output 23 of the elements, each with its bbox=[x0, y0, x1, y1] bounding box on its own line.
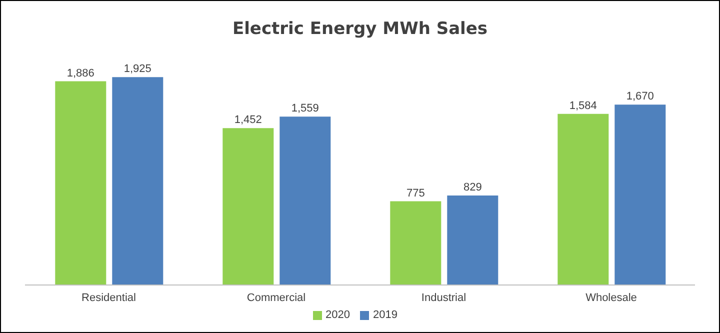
bar bbox=[280, 116, 331, 285]
legend-label: 2019 bbox=[373, 309, 398, 321]
x-tick-label: Commercial bbox=[246, 292, 306, 304]
data-label: 829 bbox=[463, 181, 482, 194]
data-label: 1,452 bbox=[234, 114, 262, 126]
bar bbox=[390, 201, 442, 285]
data-label: 1,584 bbox=[569, 100, 597, 112]
data-label: 1,670 bbox=[626, 90, 654, 103]
data-label: 1,886 bbox=[66, 67, 94, 80]
bar bbox=[112, 77, 164, 285]
x-tick-label: Wholesale bbox=[586, 292, 637, 304]
data-label: 775 bbox=[406, 187, 425, 200]
chart-title: Electric Energy MWh Sales bbox=[231, 19, 489, 39]
bar bbox=[55, 81, 106, 285]
bar bbox=[447, 195, 498, 285]
bar bbox=[558, 114, 609, 285]
legend-label: 2020 bbox=[326, 309, 350, 321]
data-label: 1,559 bbox=[291, 102, 319, 115]
bar bbox=[614, 104, 666, 285]
x-tick-label: Residential bbox=[82, 292, 136, 304]
bar bbox=[222, 128, 274, 285]
data-label: 1,925 bbox=[124, 63, 152, 76]
x-tick-label: Industrial bbox=[421, 292, 466, 304]
